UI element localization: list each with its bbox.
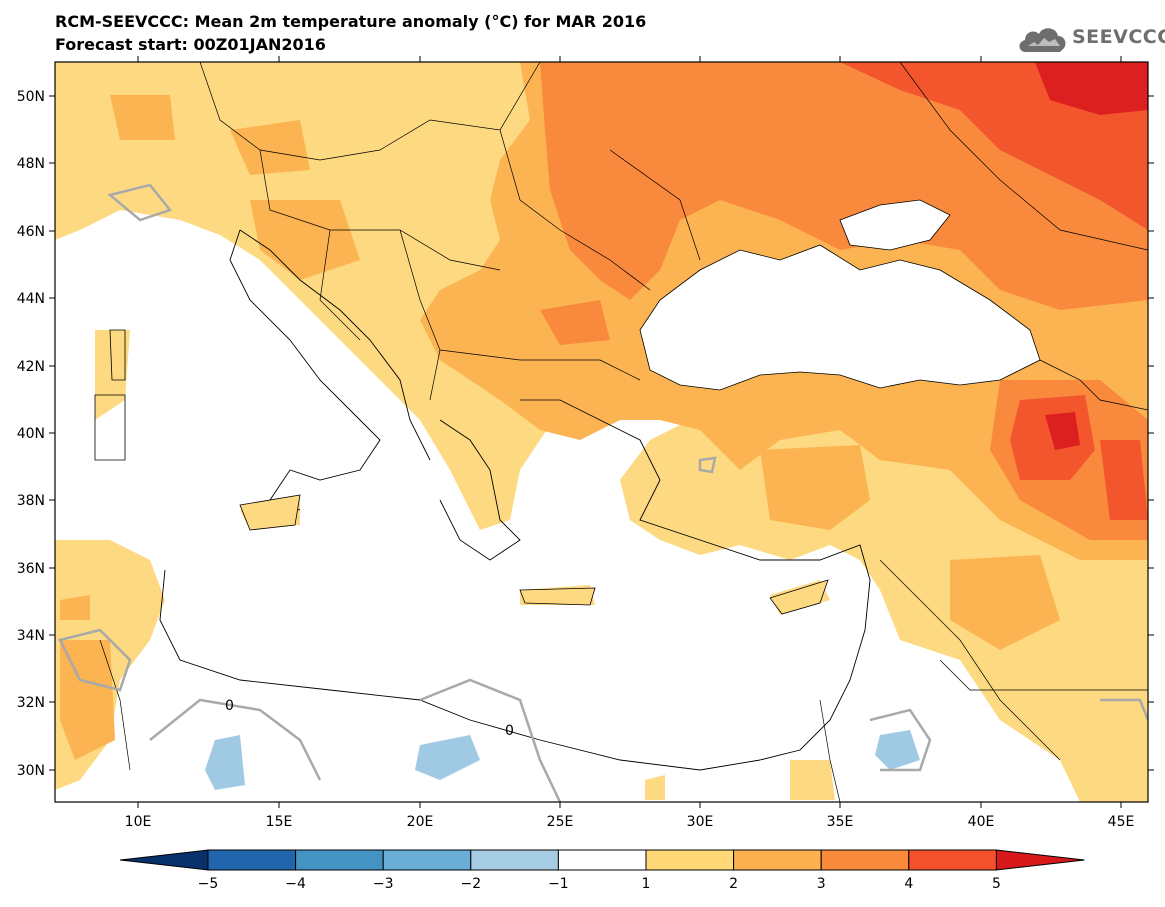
colorbar-tick-label: 3 [817, 876, 826, 892]
colorbar-tick-label: −5 [198, 876, 219, 892]
negative-anomaly-region [875, 730, 920, 770]
colorbar-segment [382, 849, 472, 871]
logo-text: SEEVCCC [1072, 26, 1165, 48]
negative-anomaly-region [205, 735, 245, 790]
colorbar-segment [470, 849, 559, 871]
lon-label: 30E [687, 814, 714, 830]
lat-label: 30N [17, 763, 45, 779]
lon-label: 35E [827, 814, 854, 830]
lat-label: 36N [17, 561, 45, 577]
colorbar: −5 −4 −3 −2 −1 1 2 3 4 5 [119, 849, 1085, 892]
colorbar-segment [295, 849, 384, 871]
lat-label: 48N [17, 156, 45, 172]
lat-label: 50N [17, 89, 45, 105]
sicily [239, 494, 301, 531]
lon-label: 10E [125, 814, 152, 830]
country-borders [99, 62, 1148, 802]
seevccc-logo: SEEVCCC [1016, 22, 1165, 58]
lat-label: 32N [17, 695, 45, 711]
anomaly-2-3-region [760, 445, 870, 530]
colorbar-segment [820, 849, 910, 871]
colorbar-tick-label: −1 [548, 876, 569, 892]
map-title: RCM-SEEVCCC: Mean 2m temperature anomaly… [55, 12, 647, 31]
map-frame [54, 61, 1149, 803]
anomaly-2-3-region [950, 555, 1060, 650]
crete [519, 587, 596, 606]
contour-label: 0 [505, 723, 514, 739]
lon-label: 45E [1108, 814, 1135, 830]
sardinia [94, 394, 126, 461]
lon-label: 20E [407, 814, 434, 830]
longitude-axis: 10E 15E 20E 25E 30E 35E 40E 45E [125, 56, 1135, 830]
cloud-icon [1019, 28, 1066, 52]
colorbar-tick-label: 5 [992, 876, 1001, 892]
cyprus [769, 579, 829, 615]
anomaly-5-plus-region [1045, 412, 1080, 450]
negative-anomaly-region [415, 735, 480, 780]
lat-label: 42N [17, 359, 45, 375]
colorbar-tick-label: −3 [373, 876, 394, 892]
lat-label: 46N [17, 224, 45, 240]
anomaly-3-4-region [540, 300, 610, 345]
corsica [109, 329, 126, 381]
colorbar-segment [645, 849, 735, 871]
anomaly-2-3-region [250, 200, 360, 280]
colorbar-tick-label: −4 [285, 876, 306, 892]
colorbar-segment [908, 849, 997, 871]
colorbar-segment [557, 849, 647, 871]
lat-label: 40N [17, 426, 45, 442]
colorbar-segment [207, 849, 297, 871]
colorbar-extend-high [995, 849, 1085, 871]
lat-label: 38N [17, 493, 45, 509]
colorbar-tick-label: 4 [904, 876, 913, 892]
lon-label: 15E [266, 814, 293, 830]
anomaly-1-2-region [790, 760, 835, 800]
lon-label: 25E [547, 814, 574, 830]
colorbar-segment [733, 849, 822, 871]
anomaly-2-3-region [230, 120, 310, 175]
coastline [159, 229, 871, 771]
colorbar-tick-label: 1 [642, 876, 651, 892]
anomaly-1-2-region [645, 775, 665, 800]
anomaly-2-3-region [110, 95, 175, 140]
anomaly-2-3-region [60, 595, 90, 620]
colorbar-tick-label: −2 [460, 876, 481, 892]
forecast-start: Forecast start: 00Z01JAN2016 [55, 35, 326, 54]
lat-label: 44N [17, 291, 45, 307]
lon-label: 40E [968, 814, 995, 830]
sea-of-azov [839, 199, 951, 251]
lat-label: 34N [17, 628, 45, 644]
zero-contour [58, 183, 1148, 802]
anomaly-4-5-region [1100, 440, 1148, 520]
colorbar-tick-label: 2 [729, 876, 738, 892]
colorbar-extend-low [119, 849, 209, 871]
contour-label: 0 [225, 698, 234, 714]
latitude-axis: 50N 48N 46N 44N 42N 40N 38N 36N 34N 32N 30N [17, 89, 1154, 779]
anomaly-5-plus-region [1035, 62, 1148, 115]
